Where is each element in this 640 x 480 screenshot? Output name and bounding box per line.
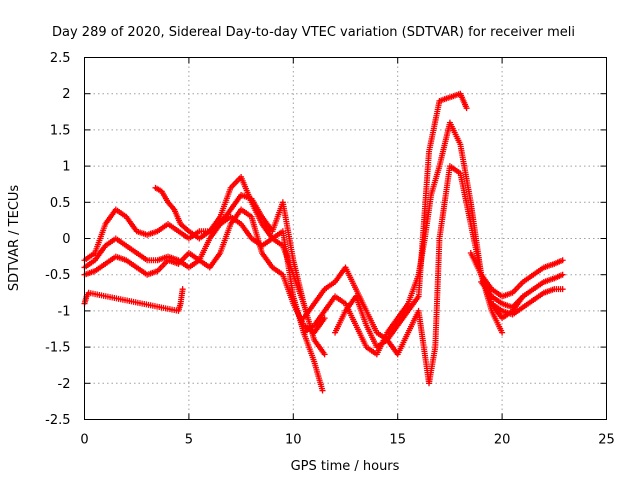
series-track-3 (81, 206, 328, 336)
axis-ticks: 0 5 10 15 20 25 2.5 2 1.5 1 0.5 0 -0.5 -1 -1.5 -2 -2.5 (45, 51, 615, 448)
series-track-11 (81, 286, 186, 314)
series-track-8 (467, 249, 566, 300)
plot-frame (84, 57, 607, 420)
x-axis-label: GPS time / hours (291, 459, 400, 474)
y-tick-label: 1 (62, 160, 70, 175)
x-tick-label: 20 (494, 433, 511, 448)
data-point (559, 271, 566, 278)
data-point (321, 315, 328, 322)
y-tick-label: -1.5 (45, 341, 70, 356)
y-tick-label: 2.5 (50, 51, 71, 66)
series-track-10 (488, 286, 566, 318)
x-tick-label: 5 (185, 433, 193, 448)
x-tick-label: 15 (389, 433, 406, 448)
series-track-9 (478, 271, 566, 311)
x-tick-label: 25 (598, 433, 615, 448)
y-tick-label: -2.5 (45, 413, 70, 428)
y-axis-label: SDTVAR / TECUs (7, 185, 22, 292)
y-tick-label: 2 (62, 87, 70, 102)
y-tick-label: 1.5 (50, 123, 71, 138)
data-point (321, 351, 328, 358)
data-point (499, 329, 506, 336)
data-point (559, 286, 566, 293)
y-tick-label: 0 (62, 232, 70, 247)
y-tick-label: -2 (58, 377, 71, 392)
series-track-4 (152, 184, 307, 307)
x-tick-label: 0 (80, 433, 88, 448)
data-points (81, 90, 566, 394)
chart-title: Day 289 of 2020, Sidereal Day-to-day VTE… (52, 25, 575, 40)
grid (84, 57, 607, 420)
data-point (300, 300, 307, 307)
data-point (319, 387, 326, 394)
y-tick-label: -1 (58, 304, 71, 319)
y-tick-label: -0.5 (45, 268, 70, 283)
series-track-7 (332, 163, 526, 387)
data-point (179, 286, 186, 293)
data-point (559, 257, 566, 264)
data-point (463, 105, 470, 112)
y-tick-label: 0.5 (50, 196, 71, 211)
x-tick-label: 10 (285, 433, 302, 448)
series-track-2 (81, 173, 326, 394)
